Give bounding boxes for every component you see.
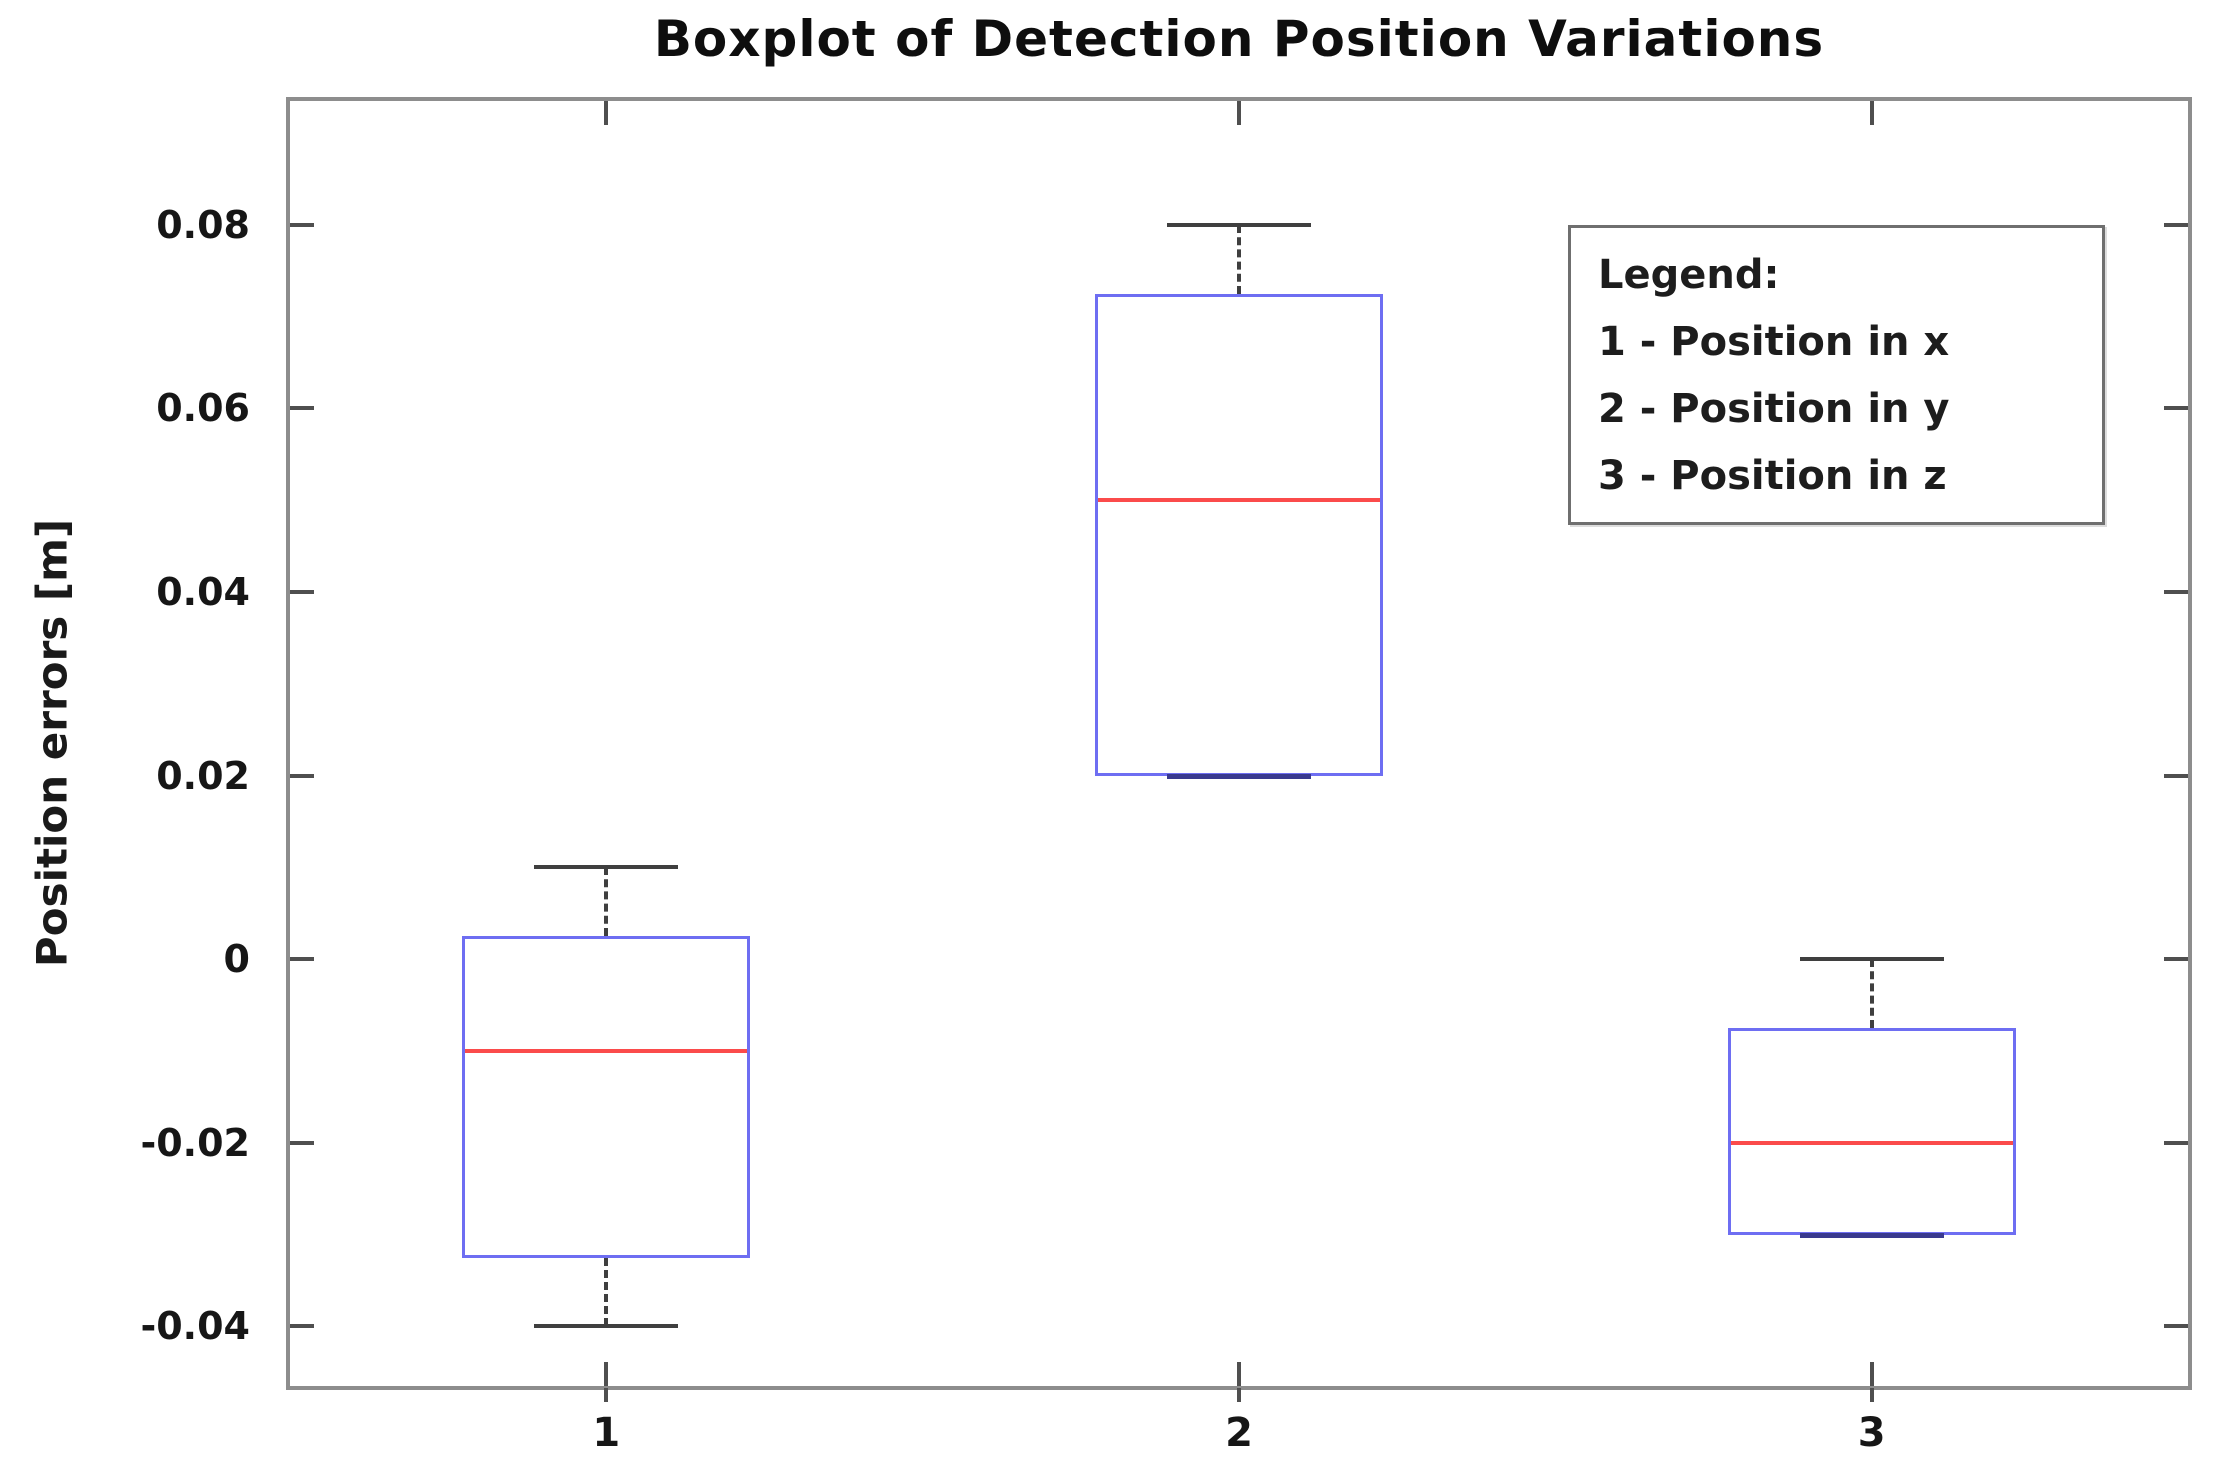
lower-whisker-cap-overlap xyxy=(1799,1232,1944,1238)
lower-whisker-cap-overlap xyxy=(1167,773,1311,779)
legend-entry: 3 - Position in z xyxy=(1598,453,1947,499)
x-tick-top xyxy=(1869,101,1874,125)
legend-entries: 1 - Position in x 2 - Position in y 3 - Po… xyxy=(1598,309,2092,510)
upper-whisker xyxy=(604,867,609,937)
x-tick-bottom-out xyxy=(1237,1388,1241,1402)
upper-whisker-cap xyxy=(1799,957,1944,962)
lower-whisker xyxy=(604,1257,609,1327)
median-line xyxy=(1730,1140,2013,1145)
x-tick-bottom xyxy=(1237,1362,1241,1386)
legend-entry: 2 - Position in y xyxy=(1598,386,1950,432)
x-tick-bottom xyxy=(1869,1362,1874,1386)
x-tick-bottom-out xyxy=(1869,1388,1874,1402)
lower-whisker-cap xyxy=(534,1324,679,1329)
legend-title: Legend: xyxy=(1598,252,1780,298)
y-tick-right xyxy=(2164,222,2188,227)
y-tick-label: -0.04 xyxy=(140,1304,250,1349)
y-tick-right xyxy=(2164,590,2188,595)
upper-whisker xyxy=(1237,224,1241,294)
y-tick-left xyxy=(290,1324,314,1329)
median-line xyxy=(465,1048,748,1053)
y-tick-label: 0 xyxy=(223,937,250,982)
x-tick-label: 1 xyxy=(592,1410,621,1456)
upper-whisker-cap xyxy=(1167,222,1311,227)
y-tick-left xyxy=(290,590,314,595)
y-tick-label: 0.02 xyxy=(156,753,250,798)
y-tick-left xyxy=(290,1140,314,1145)
median-line xyxy=(1098,498,1380,503)
x-tick-top xyxy=(604,101,609,125)
y-tick-label: -0.02 xyxy=(140,1120,250,1165)
legend-entry: 1 - Position in x xyxy=(1598,319,1950,365)
y-tick-label: 0.04 xyxy=(156,570,250,615)
x-tick-bottom xyxy=(604,1362,609,1386)
iqr-box xyxy=(1095,293,1383,776)
legend-box: Legend: 1 - Position in x 2 - Position in… xyxy=(1568,225,2105,525)
y-tick-right xyxy=(2164,1140,2188,1145)
y-tick-left xyxy=(290,222,314,227)
y-tick-right xyxy=(2164,773,2188,778)
x-tick-label: 2 xyxy=(1225,1410,1253,1456)
y-tick-right xyxy=(2164,957,2188,962)
iqr-box xyxy=(1727,1028,2016,1235)
y-tick-right xyxy=(2164,406,2188,411)
y-tick-label: 0.06 xyxy=(156,386,250,431)
y-tick-right xyxy=(2164,1324,2188,1329)
upper-whisker xyxy=(1869,959,1874,1029)
y-tick-left xyxy=(290,957,314,962)
x-tick-bottom-out xyxy=(604,1388,609,1402)
chart-title: Boxplot of Detection Position Variations xyxy=(653,10,1825,68)
iqr-box xyxy=(462,936,751,1258)
y-tick-left xyxy=(290,406,314,411)
upper-whisker-cap xyxy=(534,865,679,870)
y-tick-label: 0.08 xyxy=(156,202,250,247)
y-tick-left xyxy=(290,773,314,778)
x-tick-top xyxy=(1237,101,1241,125)
x-tick-label: 3 xyxy=(1857,1410,1886,1456)
